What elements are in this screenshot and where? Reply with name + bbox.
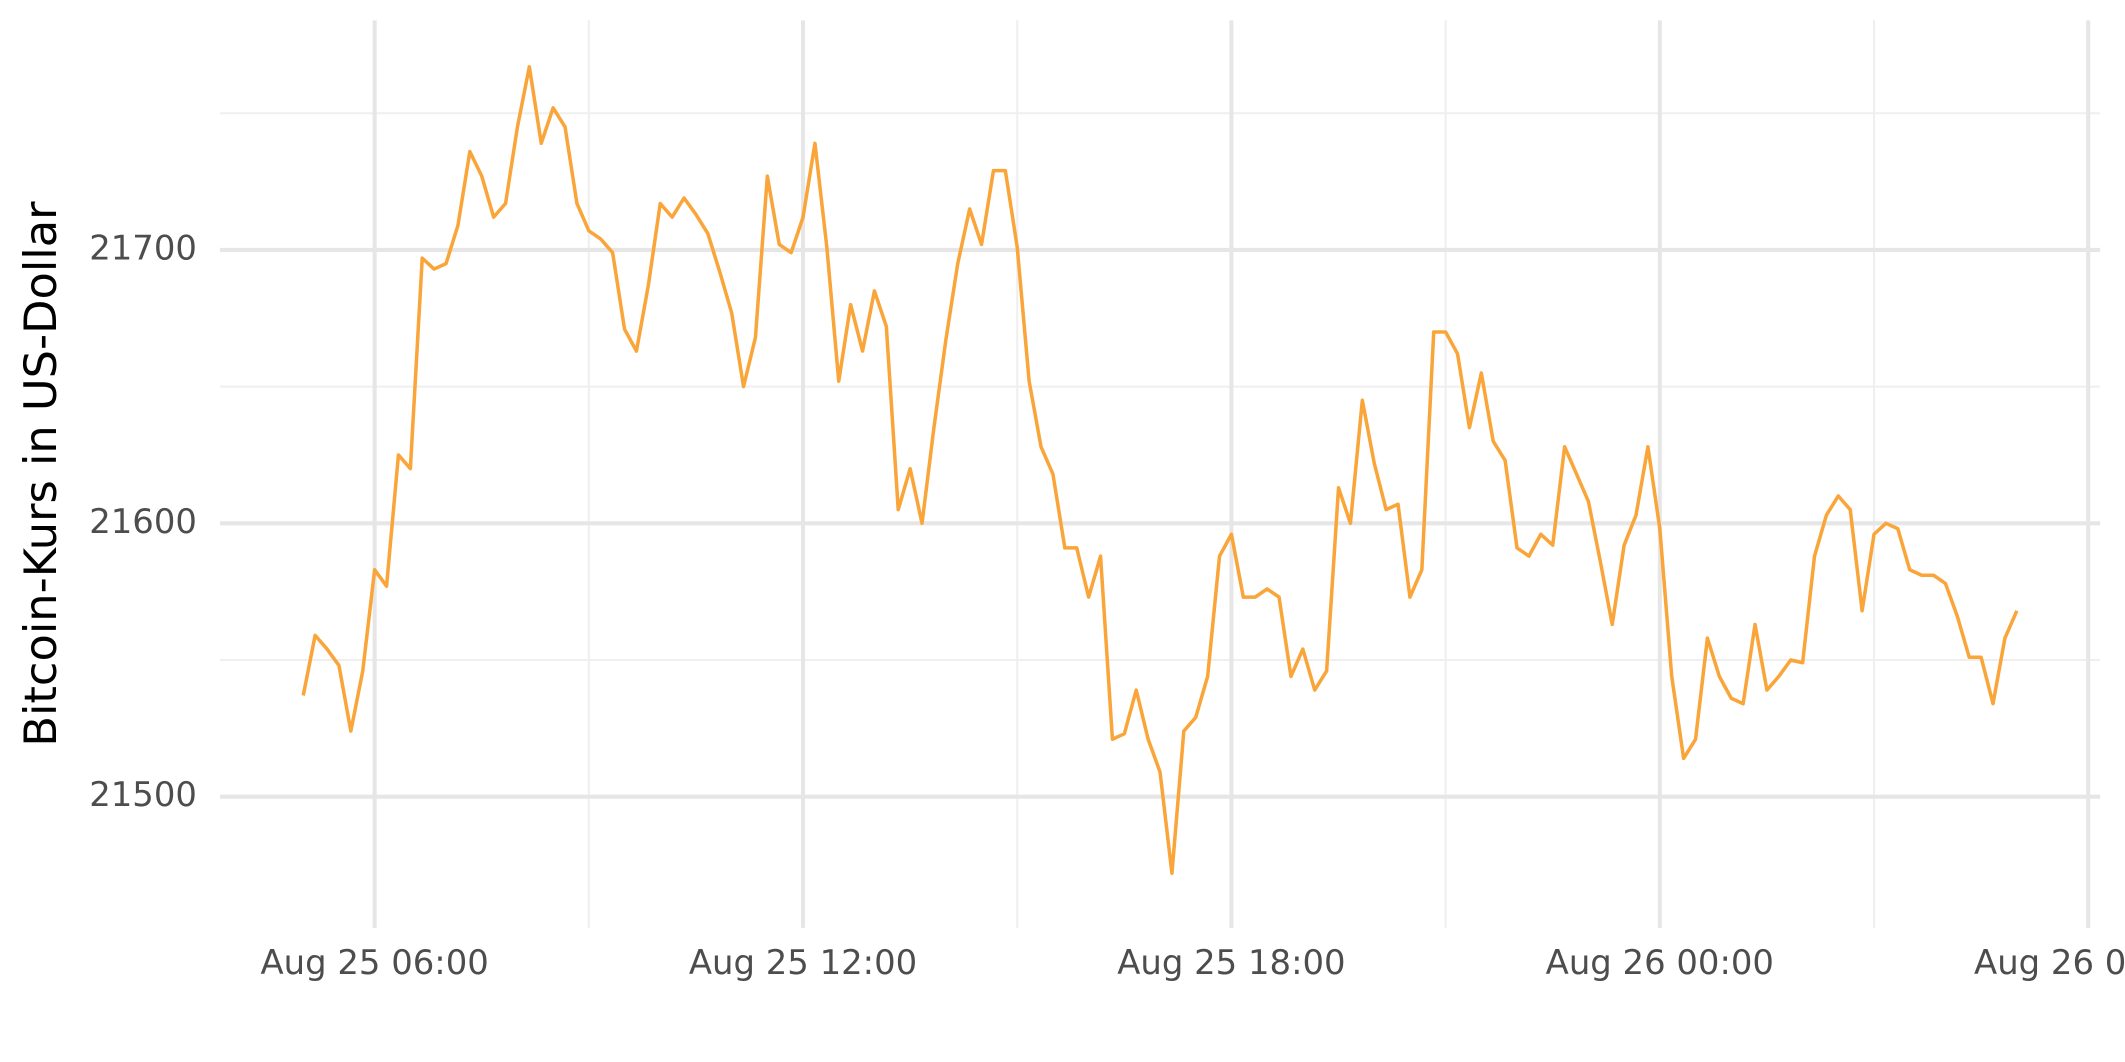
x-tick-label: Aug 25 12:00 [689,943,917,982]
x-tick-label: Aug 26 00:00 [1546,943,1774,982]
y-tick-label: 21500 [89,775,197,814]
y-axis-title: Bitcoin-Kurs in US-Dollar [15,201,67,747]
x-tick-label: Aug 25 18:00 [1117,943,1345,982]
price-line [301,65,2019,875]
x-tick-label: Aug 25 06:00 [260,943,488,982]
y-tick-label: 21700 [89,228,197,267]
y-tick-label: 21600 [89,502,197,541]
x-tick-label: Aug 26 06:00 [1974,943,2125,982]
